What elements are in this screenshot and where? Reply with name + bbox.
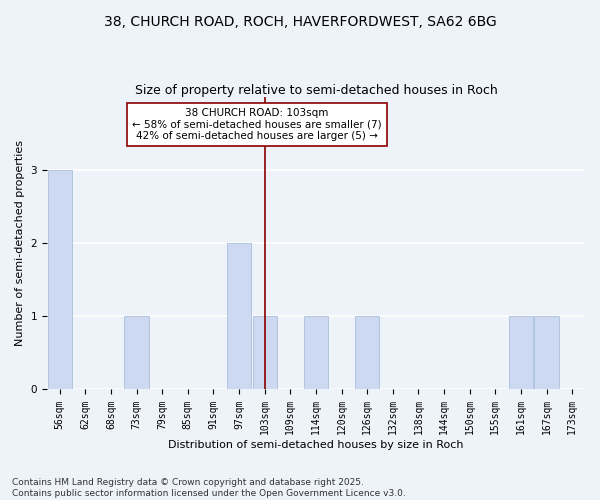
Bar [47, 170, 72, 390]
Bar [509, 316, 533, 390]
Text: 38 CHURCH ROAD: 103sqm
← 58% of semi-detached houses are smaller (7)
42% of semi: 38 CHURCH ROAD: 103sqm ← 58% of semi-det… [132, 108, 382, 141]
Title: Size of property relative to semi-detached houses in Roch: Size of property relative to semi-detach… [134, 84, 497, 97]
Text: 38, CHURCH ROAD, ROCH, HAVERFORDWEST, SA62 6BG: 38, CHURCH ROAD, ROCH, HAVERFORDWEST, SA… [104, 15, 496, 29]
Y-axis label: Number of semi-detached properties: Number of semi-detached properties [15, 140, 25, 346]
Bar [535, 316, 559, 390]
Bar [124, 316, 149, 390]
Bar [304, 316, 328, 390]
Bar [253, 316, 277, 390]
X-axis label: Distribution of semi-detached houses by size in Roch: Distribution of semi-detached houses by … [168, 440, 464, 450]
Text: Contains HM Land Registry data © Crown copyright and database right 2025.
Contai: Contains HM Land Registry data © Crown c… [12, 478, 406, 498]
Bar [227, 243, 251, 390]
Bar [355, 316, 379, 390]
